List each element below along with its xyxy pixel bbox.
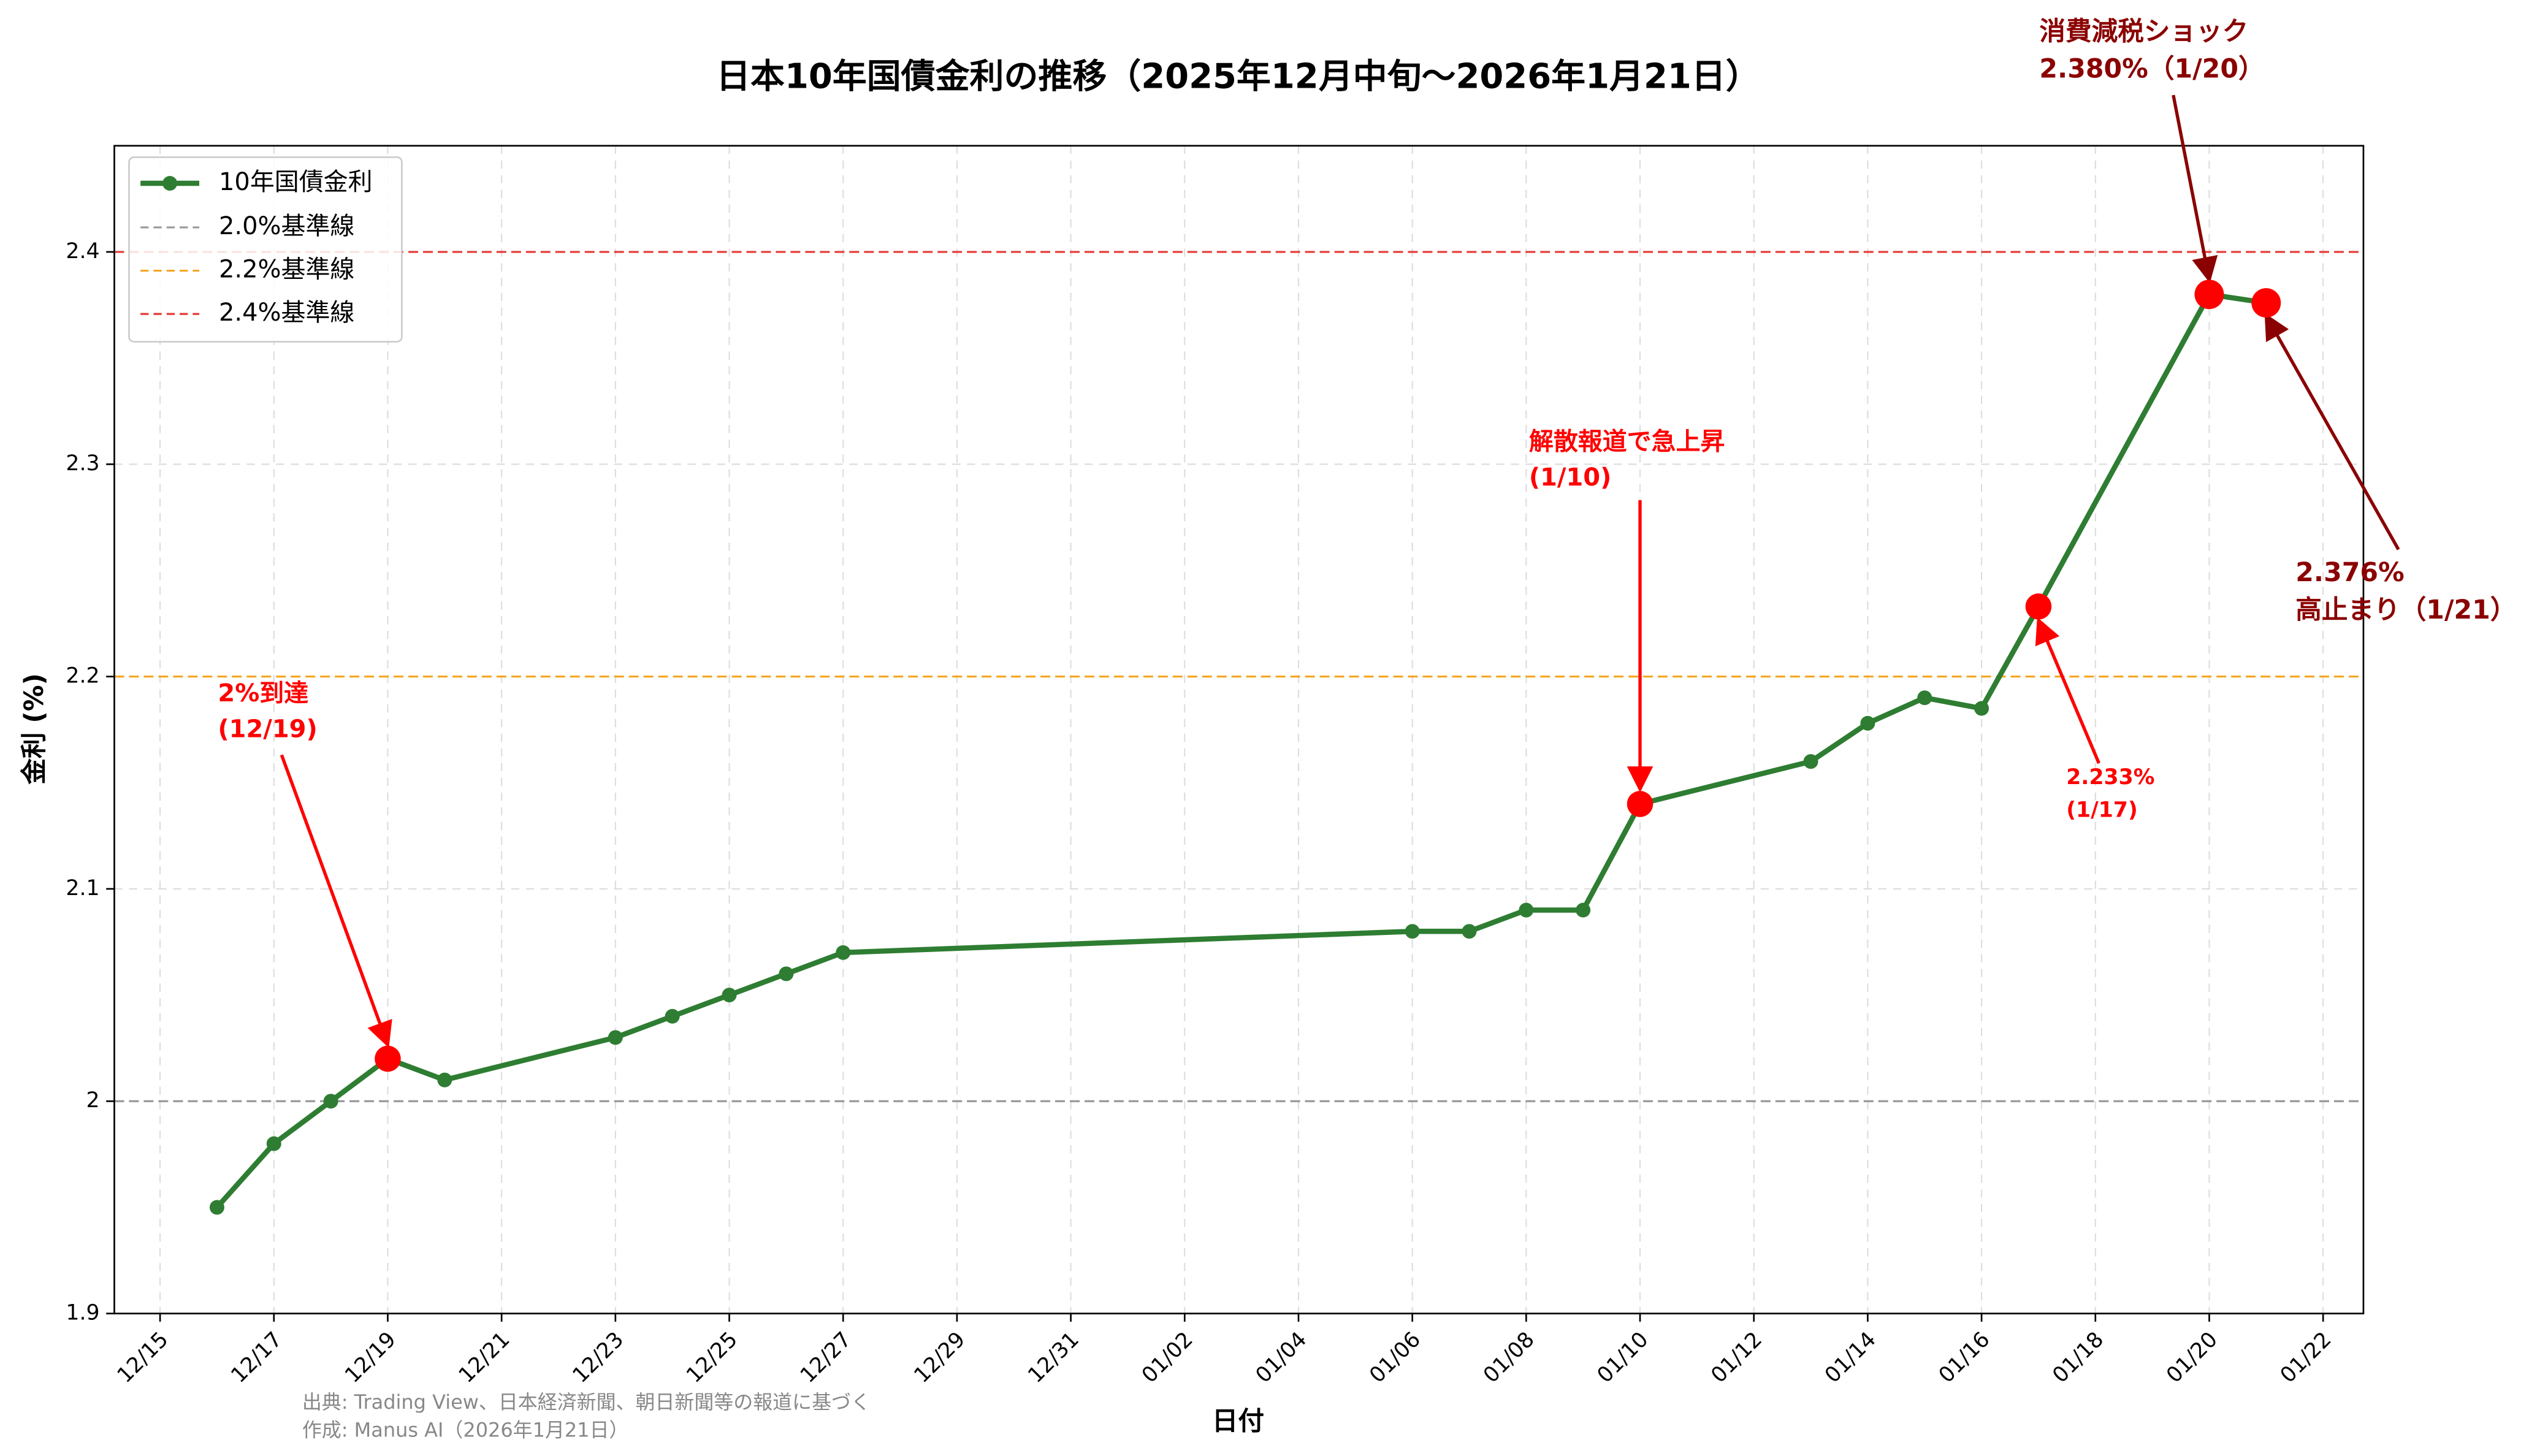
legend: 10年国債金利 2.0%基準線 2.2%基準線 2.4%基準線 — [128, 156, 403, 343]
data-point — [1860, 715, 1875, 731]
plot-frame — [113, 145, 2365, 1314]
highlight-point — [2251, 288, 2281, 318]
legend-label: 2.2%基準線 — [219, 256, 354, 284]
data-point — [665, 1008, 680, 1024]
data-point — [1803, 754, 1818, 769]
annotation-arrow — [2264, 313, 2400, 551]
annotation-arrow — [280, 754, 392, 1048]
y-tick-label: 2 — [86, 1088, 99, 1113]
annotation-text: 2.380%（1/20） — [2039, 54, 2264, 85]
data-point — [722, 988, 737, 1003]
y-tick-label: 2.3 — [66, 451, 99, 476]
legend-box — [128, 156, 403, 343]
highlight-point — [2025, 593, 2052, 620]
legend-label: 2.4%基準線 — [219, 299, 354, 327]
highlight-point — [1627, 791, 1654, 817]
data-point — [266, 1136, 281, 1151]
annotation-arrow — [2035, 617, 2100, 764]
y-tick-label: 2.1 — [66, 876, 99, 901]
annotation-arrow — [2172, 94, 2218, 283]
footnote: 出典: Trading View、日本経済新聞、朝日新聞等の報道に基づく — [302, 1390, 871, 1414]
annotation-text: (12/19) — [218, 715, 317, 743]
highlight-point — [375, 1045, 401, 1072]
data-point — [1917, 690, 1932, 706]
data-point — [1462, 924, 1477, 939]
x-axis-label: 日付 — [1212, 1406, 1264, 1437]
legend-label: 10年国債金利 — [219, 168, 373, 196]
data-point — [437, 1072, 452, 1088]
data-point — [1519, 902, 1534, 918]
data-point — [779, 966, 794, 981]
annotation-text: 高止まり（1/21） — [2295, 595, 2516, 625]
annotation-text: 解散報道で急上昇 — [1529, 428, 1725, 456]
annotation-text: 2%到達 — [218, 679, 308, 707]
data-point — [1576, 902, 1591, 918]
annotation-text: 消費減税ショック — [2039, 16, 2248, 47]
legend-swatch — [162, 176, 178, 191]
legend-label: 2.0%基準線 — [219, 212, 354, 240]
y-tick-label: 1.9 — [66, 1301, 99, 1325]
annotation-text: 2.376% — [2295, 557, 2404, 588]
data-point — [323, 1094, 338, 1109]
annotation-text: (1/17) — [2066, 798, 2138, 822]
highlight-point — [2194, 280, 2224, 310]
y-tick-label: 2.2 — [66, 664, 99, 688]
data-point — [209, 1200, 224, 1215]
y-tick-label: 2.4 — [66, 239, 99, 264]
y-axis-label: 金利 (%) — [19, 673, 50, 785]
data-point — [1974, 701, 1989, 716]
annotation-text: 2.233% — [2066, 765, 2154, 790]
chart-title: 日本10年国債金利の推移（2025年12月中旬〜2026年1月21日） — [716, 57, 1760, 97]
data-line — [215, 291, 2267, 1210]
data-point — [836, 945, 851, 960]
data-point — [608, 1030, 623, 1045]
data-point — [1405, 924, 1420, 939]
footnote: 作成: Manus AI（2026年1月21日） — [302, 1418, 629, 1441]
annotation-text: (1/10) — [1529, 463, 1612, 492]
